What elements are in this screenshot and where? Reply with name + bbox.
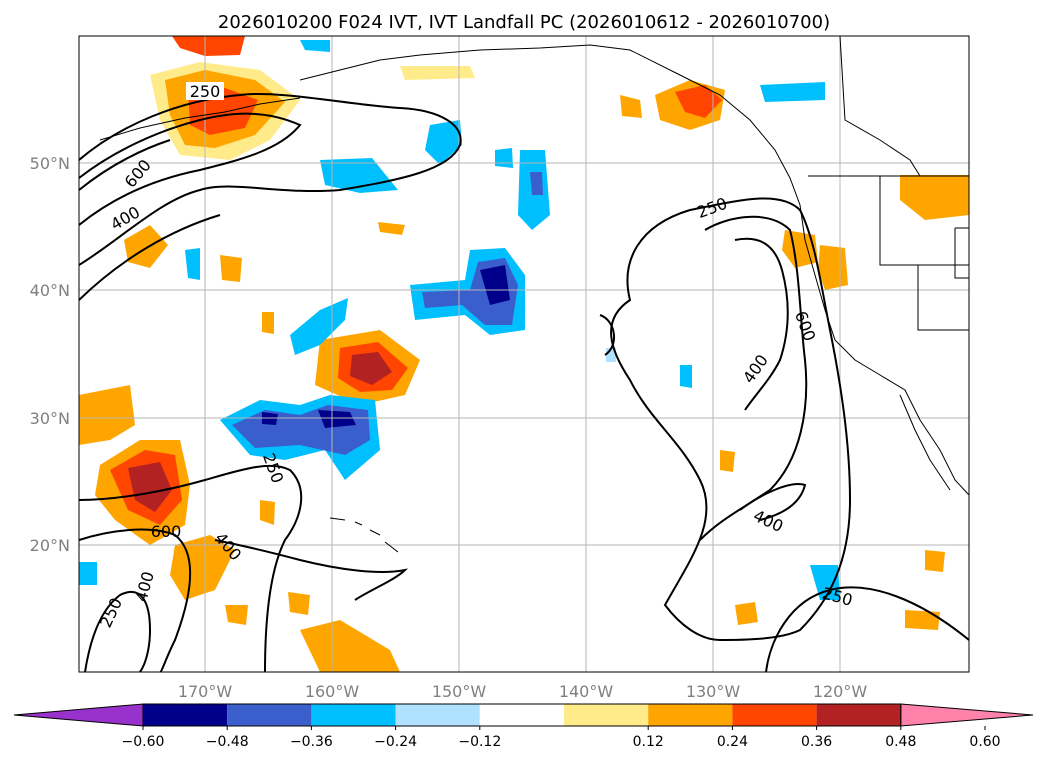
pc-positive-area bbox=[262, 312, 274, 334]
pc-positive-area bbox=[288, 592, 310, 615]
colorbar-tick-label: −0.60 bbox=[122, 734, 165, 750]
colorbar: −0.60 −0.48 −0.36 −0.24 −0.12 0.12 0.24 0.36 0.4… bbox=[13, 703, 1034, 750]
colorbar-segment bbox=[732, 704, 817, 726]
lat-tick-label: 40°N bbox=[30, 281, 70, 300]
colorbar-tick-label: −0.12 bbox=[458, 734, 501, 750]
colorbar-segment bbox=[816, 704, 901, 726]
coastlines bbox=[99, 36, 969, 553]
pc-positive-area bbox=[925, 550, 945, 572]
colorbar-tick-label: 0.36 bbox=[801, 734, 832, 750]
lon-tick-label: 130°W bbox=[686, 682, 741, 701]
pc-positive-area bbox=[124, 225, 168, 268]
lat-tick-label: 30°N bbox=[30, 409, 70, 428]
pc-positive-area bbox=[225, 605, 248, 625]
pc-positive-area bbox=[620, 95, 642, 118]
pc-positive-area bbox=[735, 602, 758, 625]
contour-label: 250 bbox=[190, 82, 221, 101]
pc-positive-area bbox=[260, 500, 275, 525]
colorbar-segment bbox=[227, 704, 312, 726]
pc-positive-area bbox=[220, 255, 242, 282]
colorbar-segment bbox=[479, 704, 564, 726]
pc-positive-area bbox=[79, 385, 135, 445]
pc-negative-area bbox=[495, 148, 513, 168]
colorbar-segment bbox=[311, 704, 396, 726]
colorbar-segment bbox=[395, 704, 480, 726]
figure-title: 2026010200 F024 IVT, IVT Landfall PC (20… bbox=[218, 12, 830, 33]
lon-tick-label: 140°W bbox=[559, 682, 614, 701]
colorbar-tick-label: 0.60 bbox=[969, 734, 1000, 750]
pc-positive-area bbox=[128, 462, 172, 512]
pc-negative-area bbox=[480, 265, 510, 305]
pc-negative-area bbox=[300, 40, 330, 52]
pc-positive-area bbox=[720, 450, 735, 472]
colorbar-tick-label: 0.24 bbox=[717, 734, 748, 750]
lon-tick-label: 120°W bbox=[813, 682, 868, 701]
lon-axis: 170°W 160°W 150°W 140°W 130°W 120°W bbox=[178, 682, 868, 701]
lon-tick-label: 160°W bbox=[305, 682, 360, 701]
colorbar-tick-label: 0.12 bbox=[633, 734, 664, 750]
pc-positive-area bbox=[300, 620, 400, 672]
pc-negative-area bbox=[320, 158, 398, 193]
colorbar-segment bbox=[564, 704, 649, 726]
lon-tick-label: 170°W bbox=[178, 682, 233, 701]
lat-axis: 50°N 40°N 30°N 20°N bbox=[30, 154, 70, 555]
pc-negative-area bbox=[680, 365, 692, 388]
pc-negative-area bbox=[185, 248, 200, 280]
graticule bbox=[79, 36, 969, 672]
colorbar-extend-low bbox=[13, 703, 144, 727]
ivt-contours bbox=[79, 92, 969, 672]
pc-positive-area bbox=[675, 85, 722, 118]
pc-negative-area bbox=[79, 562, 97, 585]
pc-positive-area bbox=[378, 222, 405, 235]
map-frame bbox=[78, 35, 970, 673]
contour-label: 600 bbox=[151, 522, 182, 541]
pc-positive-area bbox=[905, 610, 940, 630]
lat-tick-label: 20°N bbox=[30, 536, 70, 555]
pc-negative-area bbox=[425, 120, 462, 165]
pc-negative-area bbox=[290, 298, 348, 355]
pc-positive-area bbox=[172, 36, 245, 56]
colorbar-outline bbox=[142, 703, 902, 727]
colorbar-segment bbox=[648, 704, 733, 726]
pc-positive-area bbox=[350, 352, 392, 385]
pc-positive-area bbox=[782, 230, 818, 268]
pc-negative-area bbox=[530, 172, 543, 195]
lon-tick-label: 150°W bbox=[432, 682, 487, 701]
lat-tick-label: 50°N bbox=[30, 154, 70, 173]
colorbar-extend-high bbox=[900, 703, 1034, 727]
pc-negative-area bbox=[760, 82, 825, 102]
pc-positive-area bbox=[900, 175, 969, 220]
colorbar-segment bbox=[143, 704, 228, 726]
pc-negative-area bbox=[810, 565, 840, 600]
colorbar-tick-label: −0.24 bbox=[374, 734, 417, 750]
colorbar-tick-label: −0.48 bbox=[206, 734, 249, 750]
colorbar-tick-label: −0.36 bbox=[290, 734, 333, 750]
colorbar-tick-label: 0.48 bbox=[885, 734, 916, 750]
pc-negative-area bbox=[318, 410, 356, 428]
pc-positive-area bbox=[400, 66, 475, 80]
